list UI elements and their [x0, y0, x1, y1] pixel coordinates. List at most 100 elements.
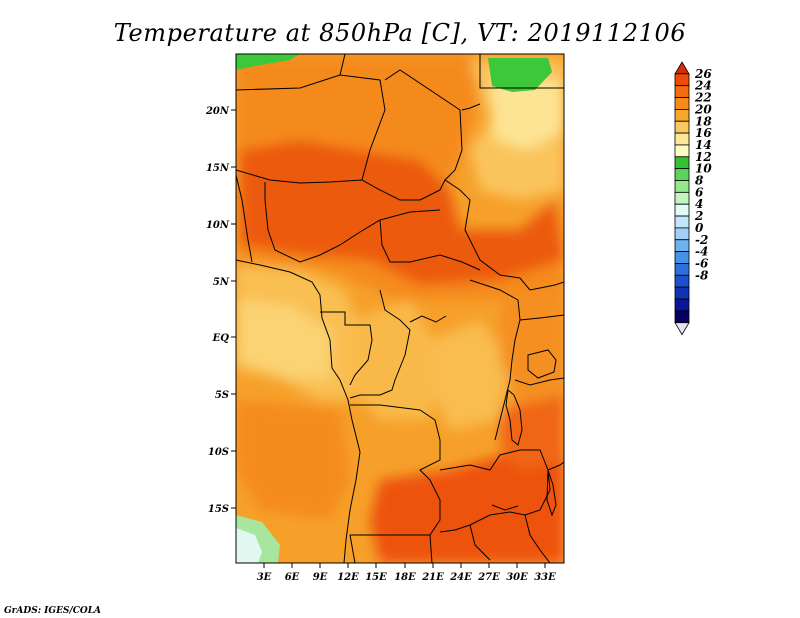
- map-frame: [235, 53, 565, 564]
- latitude-labels: 20N 15N 10N 5N EQ 5S 10S 15S: [205, 106, 230, 515]
- colorbar-segment: [674, 286, 690, 300]
- field-warm-east-lakes: [500, 290, 564, 405]
- longitude-ticks: [263, 563, 546, 568]
- colorbar-segment: [674, 120, 690, 134]
- coastline-nigeria: [236, 174, 253, 263]
- lon-label: 33E: [534, 572, 556, 583]
- lat-label: EQ: [212, 333, 230, 344]
- lat-label: 10S: [208, 447, 229, 458]
- colorbar-segment: [674, 251, 690, 264]
- colorbar-level-label: 10: [695, 162, 712, 176]
- colorbar-segment: [674, 109, 690, 122]
- colorbar-level-label: 12: [695, 150, 712, 164]
- border-gabon-congo: [320, 311, 373, 386]
- colorbar-arrow-bottom: [674, 322, 690, 336]
- field-hot-north: [240, 140, 564, 285]
- lake-tanganyika: [505, 389, 523, 446]
- lon-label: 27E: [477, 572, 500, 583]
- lat-label: 15N: [206, 163, 230, 174]
- colorbar-segment: [674, 191, 690, 205]
- country-borders: [236, 54, 564, 563]
- colorbar-segment: [674, 239, 690, 253]
- river-congo: [409, 315, 447, 323]
- colorbar-level-label: 22: [694, 91, 712, 105]
- colorbar-segment: [674, 180, 690, 193]
- colorbar-segment: [674, 73, 690, 87]
- field-cool-northeast: [490, 80, 564, 150]
- field-pale-sw: [236, 528, 262, 563]
- border-east-africa: [514, 281, 564, 471]
- colorbar-level-label: -2: [695, 233, 708, 247]
- lon-label: 6E: [285, 572, 300, 583]
- longitude-labels: 3E 6E 9E 12E 15E 18E 21E 24E 27E 30E 33E: [257, 572, 556, 583]
- colorbar-arrow-top: [674, 61, 690, 75]
- field-mild-central: [430, 320, 510, 430]
- colorbar-segment: [674, 203, 690, 217]
- map-title: Temperature at 850hPa [C], VT: 201911210…: [114, 19, 687, 47]
- lon-label: 9E: [313, 572, 328, 583]
- lon-label: 15E: [365, 572, 387, 583]
- colorbar-segment: [674, 298, 690, 312]
- lon-label: 21E: [421, 572, 444, 583]
- colorbar-level-label: 24: [694, 79, 712, 93]
- colorbar-level-label: 14: [695, 138, 712, 152]
- border-nigeria-cameroon: [264, 182, 441, 263]
- colorbar-segment: [674, 215, 690, 229]
- coastline-west: [236, 259, 361, 563]
- border-south: [349, 514, 551, 563]
- colorbar-level-label: 8: [695, 174, 704, 188]
- colorbar-segment: [674, 144, 690, 158]
- colorbar-level-label: 18: [695, 114, 712, 128]
- lon-label: 24E: [449, 572, 472, 583]
- lon-label: 18E: [394, 572, 416, 583]
- border-sahel: [236, 169, 531, 291]
- colorbar-segment: [674, 156, 690, 170]
- colorbar-level-label: -4: [695, 245, 708, 259]
- colorbar-segment: [674, 263, 690, 276]
- colorbar-segment: [674, 97, 690, 110]
- lat-label: 10N: [206, 220, 230, 231]
- lat-label: 15S: [208, 504, 229, 515]
- colorbar-level-label: 20: [694, 102, 712, 116]
- lon-label: 30E: [506, 572, 528, 583]
- field-warm-southwest: [236, 400, 350, 520]
- latitude-ticks: [231, 109, 236, 509]
- colorbar-level-label: 26: [694, 67, 712, 81]
- lat-label: 5N: [213, 277, 230, 288]
- colorbar-segment: [674, 85, 690, 98]
- temperature-field: [236, 54, 564, 563]
- lake-malawi: [546, 469, 557, 517]
- border-zambia: [439, 449, 551, 533]
- colorbar-level-label: 4: [695, 197, 703, 211]
- border-congo-drc: [349, 289, 411, 399]
- border-north-sahara: [236, 54, 463, 181]
- lat-label: 5S: [215, 390, 229, 401]
- colorbar-segment: [674, 132, 690, 146]
- colorbar-level-label: -8: [695, 268, 709, 282]
- lake-kariba: [491, 504, 519, 511]
- colorbar-level-label: 2: [694, 209, 703, 223]
- colorbar-segment: [674, 168, 690, 181]
- colorbar-level-label: 6: [695, 185, 704, 199]
- colorbar-level-label: -6: [695, 256, 709, 270]
- field-mild-congo: [350, 300, 440, 420]
- field-green-nw: [236, 54, 300, 70]
- field-green-ne: [488, 58, 552, 92]
- colorbar-segment: [674, 274, 690, 288]
- border-chad-car: [379, 219, 481, 271]
- credit-label: GrADS: IGES/COLA: [4, 606, 101, 616]
- colorbar-level-label: 0: [695, 221, 704, 235]
- field-hot-south: [370, 440, 564, 563]
- lon-label: 3E: [257, 572, 272, 583]
- field-mild-coast-2: [236, 300, 330, 380]
- lat-label: 20N: [205, 106, 230, 117]
- colorbar-segment: [674, 310, 690, 324]
- colorbar-level-label: 16: [695, 126, 712, 140]
- lake-victoria: [527, 349, 557, 379]
- border-drc-east: [469, 279, 521, 441]
- colorbar-segment: [674, 227, 690, 241]
- border-northeast: [461, 54, 564, 111]
- lon-label: 12E: [337, 572, 359, 583]
